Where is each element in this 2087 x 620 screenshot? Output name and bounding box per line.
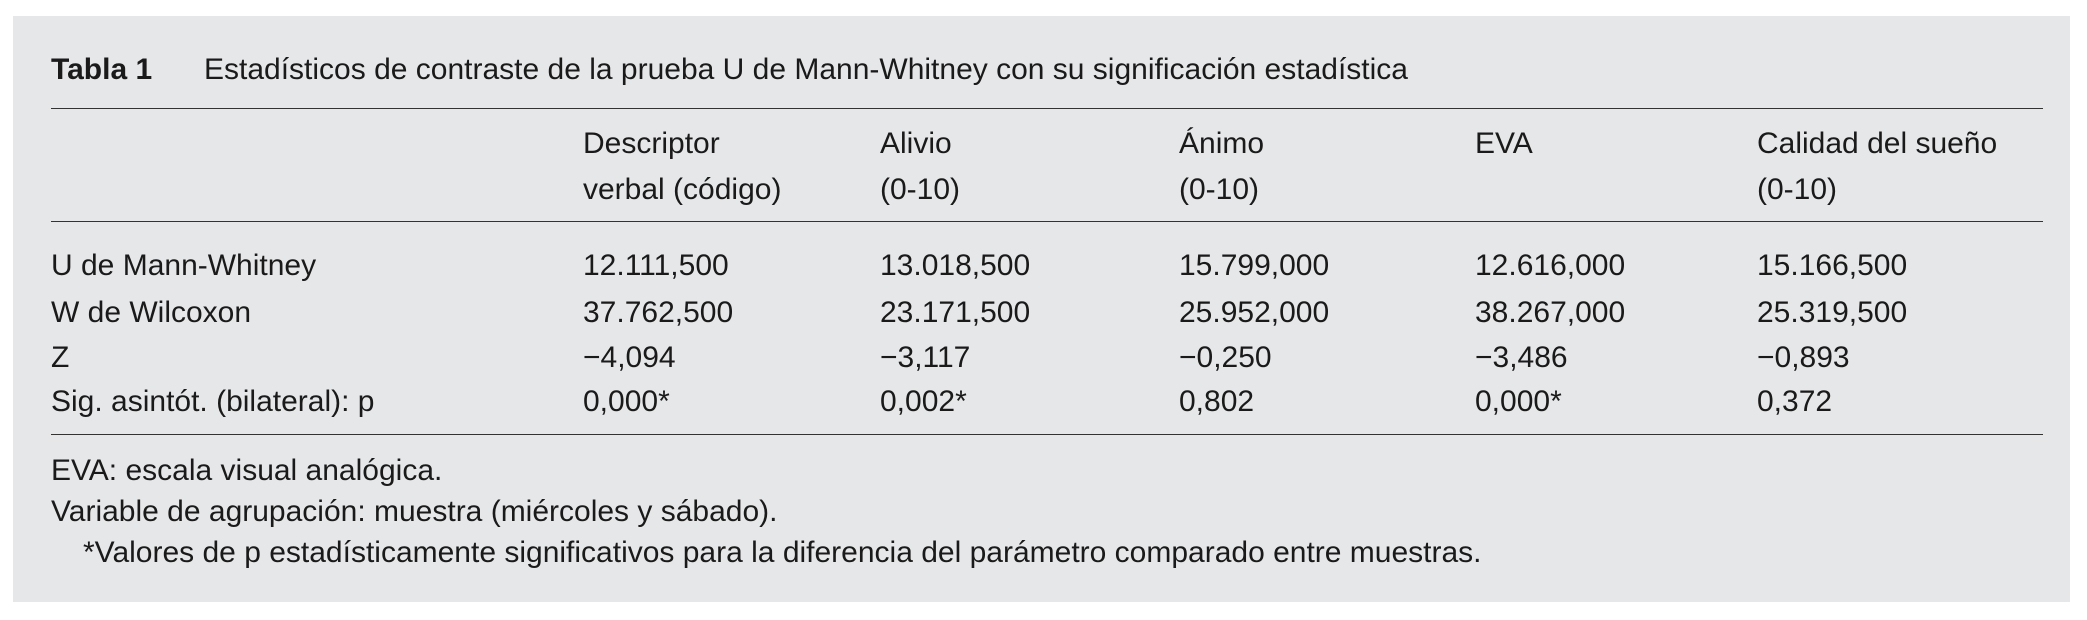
row-label: W de Wilcoxon [51, 296, 252, 329]
footnote: *Valores de p estadísticamente significa… [83, 536, 1482, 569]
cell: 38.267,000 [1475, 296, 1626, 329]
footnote: EVA: escala visual analógica. [51, 454, 443, 487]
table-label: Tabla 1 [51, 53, 153, 86]
cell: 0,002* [880, 385, 967, 418]
column-header: Calidad del sueño [1757, 127, 1998, 160]
column-header: Ánimo [1179, 127, 1265, 160]
cell: 0,000* [1475, 385, 1562, 418]
cell: 13.018,500 [880, 249, 1031, 282]
table-panel [13, 16, 2070, 602]
rule [51, 434, 2043, 435]
cell: 23.171,500 [880, 296, 1031, 329]
rule [51, 221, 2043, 222]
cell: 0,000* [583, 385, 670, 418]
cell: 15.799,000 [1179, 249, 1330, 282]
cell: 25.952,000 [1179, 296, 1330, 329]
row-label: U de Mann-Whitney [51, 249, 317, 282]
cell: −0,250 [1179, 341, 1272, 374]
column-header: Alivio [880, 127, 952, 160]
cell: −3,486 [1475, 341, 1568, 374]
column-header: verbal (código) [583, 173, 782, 206]
row-label: Sig. asintót. (bilateral): p [51, 385, 375, 418]
cell: −0,893 [1757, 341, 1850, 374]
rule [51, 108, 2043, 109]
column-header: (0-10) [880, 173, 961, 206]
column-header: (0-10) [1179, 173, 1260, 206]
table-title: Estadísticos de contraste de la prueba U… [204, 53, 1408, 86]
cell: 12.111,500 [583, 249, 729, 282]
column-header: (0-10) [1757, 173, 1838, 206]
footnote: Variable de agrupación: muestra (miércol… [51, 495, 778, 528]
cell: −3,117 [880, 341, 971, 374]
cell: 25.319,500 [1757, 296, 1908, 329]
cell: 0,802 [1179, 385, 1255, 418]
row-label: Z [51, 341, 70, 374]
column-header: Descriptor [583, 127, 720, 160]
cell: −4,094 [583, 341, 676, 374]
cell: 15.166,500 [1757, 249, 1908, 282]
cell: 37.762,500 [583, 296, 734, 329]
column-header: EVA [1475, 127, 1533, 160]
cell: 0,372 [1757, 385, 1833, 418]
cell: 12.616,000 [1475, 249, 1626, 282]
